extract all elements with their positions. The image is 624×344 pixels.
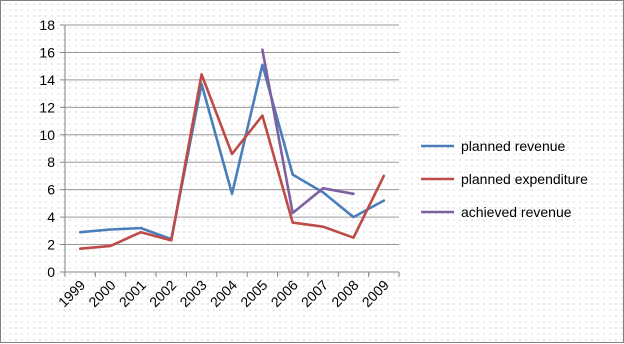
y-tick-label: 18 — [39, 17, 55, 33]
y-tick-label: 12 — [39, 99, 55, 115]
x-tick-label: 2005 — [237, 277, 270, 310]
series-line-planned-expenditure — [80, 74, 384, 248]
y-tick-label: 0 — [47, 264, 55, 280]
y-tick-label: 16 — [39, 44, 55, 60]
legend-label: achieved revenue — [461, 204, 572, 220]
legend-label: planned revenue — [461, 138, 566, 154]
x-tick-label: 2001 — [116, 277, 149, 310]
y-tick-label: 6 — [47, 182, 55, 198]
x-tick-label: 2009 — [359, 277, 392, 310]
legend: planned revenue planned expenditure achiev… — [421, 138, 588, 220]
y-tick-label: 4 — [47, 209, 55, 225]
x-tick-label: 2004 — [207, 277, 240, 310]
y-tick-label: 14 — [39, 72, 55, 88]
x-tick-label: 2002 — [146, 277, 179, 310]
y-tick-label: 10 — [39, 127, 55, 143]
y-tick-label: 2 — [47, 237, 55, 253]
tick-labels: 0246810121416181999200020012002200320042… — [39, 17, 392, 310]
x-tick-label: 2008 — [328, 277, 361, 310]
legend-label: planned expenditure — [461, 171, 588, 187]
x-tick-label: 2000 — [85, 277, 118, 310]
y-tick-label: 8 — [47, 154, 55, 170]
x-tick-label: 2003 — [176, 277, 209, 310]
series-line-achieved-revenue — [262, 50, 353, 213]
x-tick-label: 2006 — [268, 277, 301, 310]
x-tick-label: 2007 — [298, 277, 331, 310]
x-tick-label: 1999 — [55, 277, 88, 310]
